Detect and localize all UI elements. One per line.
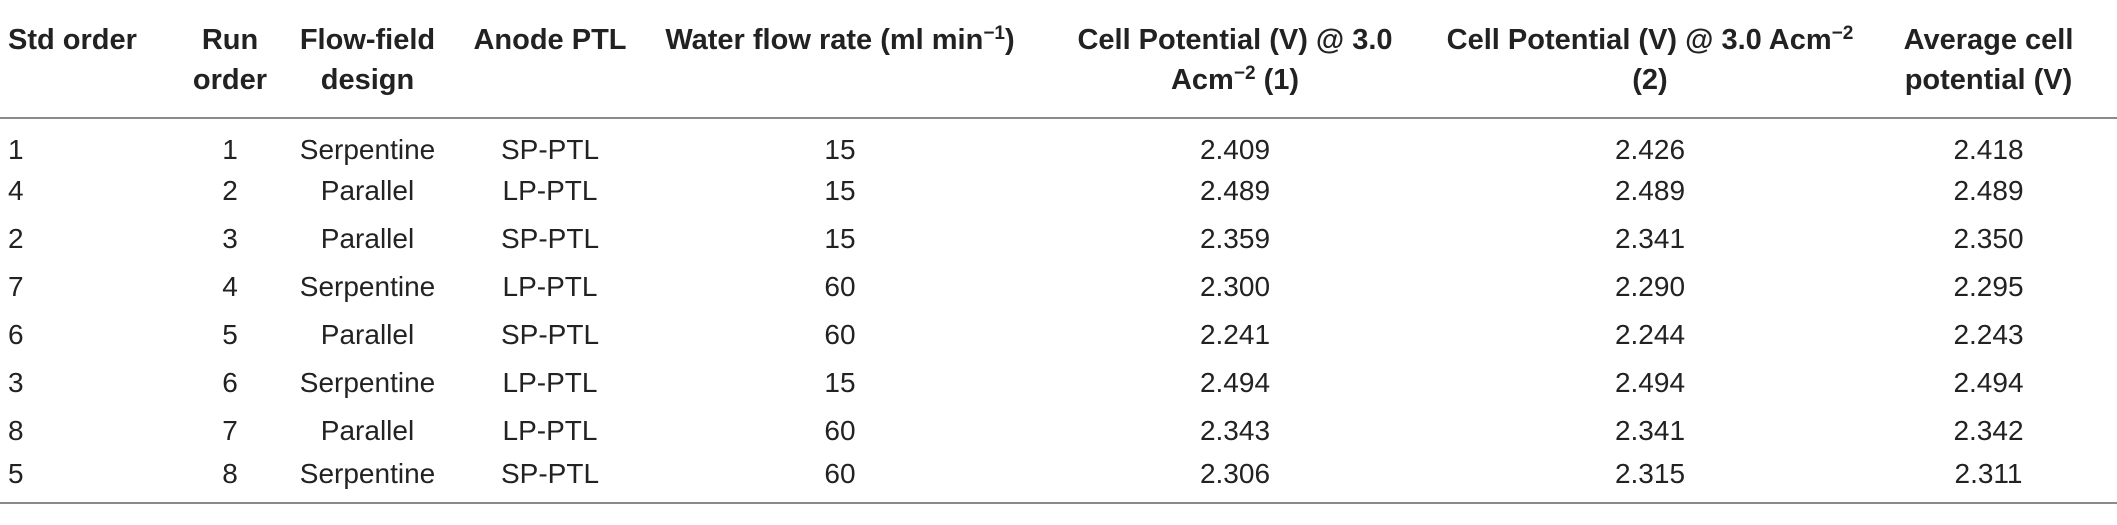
cell-cell-potential-2: 2.341: [1614, 223, 1686, 254]
table-body: 1 1 Serpentine SP-PTL 15 2.409 2.426 2.418 4 2 Par…: [0, 118, 2117, 504]
header-flow-field-design: Flow-field design: [285, 0, 450, 119]
cell-run-order: 2: [222, 175, 238, 206]
cell-anode-ptl: SP-PTL: [500, 134, 600, 165]
header-average-cell-potential: Average cell potential (V): [1860, 0, 2117, 119]
cell-average-cell-potential: 2.350: [1953, 223, 2024, 254]
cell-flow-field-design: Serpentine: [299, 134, 436, 165]
cell-water-flow-rate: 60: [824, 319, 856, 350]
results-table-container: Std order Run order Flow-field design An…: [0, 0, 2117, 504]
cell-average-cell-potential: 2.494: [1953, 367, 2024, 398]
cell-flow-field-design: Serpentine: [299, 271, 436, 302]
cell-average-cell-potential: 2.243: [1953, 319, 2024, 350]
cell-cell-potential-2: 2.426: [1614, 134, 1686, 165]
table-row: 1 1 Serpentine SP-PTL 15 2.409 2.426 2.418: [0, 118, 2117, 167]
cell-cell-potential-2: 2.244: [1614, 319, 1686, 350]
experiment-results-table: Std order Run order Flow-field design An…: [0, 0, 2117, 504]
cell-water-flow-rate: 15: [824, 134, 856, 165]
header-cell-potential-1: Cell Potential (V) @ 3.0 Acm−2 (1): [1030, 0, 1440, 119]
cell-std-order: 5: [0, 455, 175, 504]
cell-cell-potential-1: 2.489: [1199, 175, 1271, 206]
cell-run-order: 8: [175, 455, 285, 504]
cell-flow-field-design: Parallel: [320, 319, 415, 350]
cell-average-cell-potential: 2.418: [1953, 134, 2024, 165]
header-anode-ptl: Anode PTL: [450, 0, 650, 119]
cell-run-order: 5: [222, 319, 238, 350]
cell-std-order: 3: [8, 367, 24, 398]
cell-std-order: 6: [8, 319, 24, 350]
cell-std-order: 4: [8, 175, 24, 206]
cell-std-order: 1: [8, 134, 24, 165]
cell-anode-ptl: SP-PTL: [450, 455, 650, 504]
header-std-order: Std order: [0, 0, 175, 119]
cell-std-order: 7: [8, 271, 24, 302]
table-row: 6 5 Parallel SP-PTL 60 2.241 2.244 2.243: [0, 311, 2117, 359]
cell-anode-ptl: SP-PTL: [500, 319, 600, 350]
cell-std-order: 2: [8, 223, 24, 254]
cell-cell-potential-2: 2.290: [1614, 271, 1686, 302]
cell-water-flow-rate: 15: [824, 175, 856, 206]
cell-cell-potential-1: 2.494: [1199, 367, 1271, 398]
cell-average-cell-potential: 2.311: [1860, 455, 2117, 504]
header-run-order: Run order: [175, 0, 285, 119]
cell-run-order: 4: [222, 271, 238, 302]
table-row: 4 2 Parallel LP-PTL 15 2.489 2.489 2.489: [0, 167, 2117, 215]
cell-cell-potential-2: 2.494: [1614, 367, 1686, 398]
cell-flow-field-design: Parallel: [320, 175, 415, 206]
cell-flow-field-design: Serpentine: [299, 367, 436, 398]
cell-run-order: 1: [222, 134, 238, 165]
cell-cell-potential-2: 2.315: [1440, 455, 1860, 504]
cell-anode-ptl: LP-PTL: [502, 175, 598, 206]
cell-average-cell-potential: 2.295: [1953, 271, 2024, 302]
cell-anode-ptl: LP-PTL: [502, 415, 598, 446]
cell-cell-potential-1: 2.343: [1199, 415, 1271, 446]
header-water-flow-rate: Water flow rate (ml min−1): [650, 0, 1030, 119]
cell-anode-ptl: LP-PTL: [502, 271, 598, 302]
cell-std-order: 8: [8, 415, 24, 446]
cell-run-order: 6: [222, 367, 238, 398]
header-cell-potential-2: Cell Potential (V) @ 3.0 Acm−2 (2): [1440, 0, 1860, 119]
table-row: 5 8 Serpentine SP-PTL 60 2.306 2.315 2.311: [0, 455, 2117, 504]
cell-cell-potential-2: 2.341: [1614, 415, 1686, 446]
cell-cell-potential-1: 2.300: [1199, 271, 1271, 302]
cell-water-flow-rate: 60: [824, 415, 856, 446]
cell-water-flow-rate: 15: [824, 223, 856, 254]
cell-water-flow-rate: 15: [824, 367, 856, 398]
cell-average-cell-potential: 2.489: [1953, 175, 2024, 206]
cell-flow-field-design: Parallel: [320, 223, 415, 254]
cell-anode-ptl: SP-PTL: [500, 223, 600, 254]
cell-cell-potential-1: 2.359: [1199, 223, 1271, 254]
cell-cell-potential-1: 2.241: [1199, 319, 1271, 350]
cell-flow-field-design: Parallel: [320, 415, 415, 446]
table-row: 8 7 Parallel LP-PTL 60 2.343 2.341 2.342: [0, 407, 2117, 455]
cell-run-order: 7: [222, 415, 238, 446]
cell-anode-ptl: LP-PTL: [502, 367, 598, 398]
table-row: 7 4 Serpentine LP-PTL 60 2.300 2.290 2.295: [0, 263, 2117, 311]
table-row: 2 3 Parallel SP-PTL 15 2.359 2.341 2.350: [0, 215, 2117, 263]
table-row: 3 6 Serpentine LP-PTL 15 2.494 2.494 2.494: [0, 359, 2117, 407]
cell-run-order: 3: [222, 223, 238, 254]
cell-water-flow-rate: 60: [650, 455, 1030, 504]
cell-average-cell-potential: 2.342: [1953, 415, 2024, 446]
cell-cell-potential-1: 2.409: [1199, 134, 1271, 165]
cell-water-flow-rate: 60: [824, 271, 856, 302]
cell-cell-potential-2: 2.489: [1614, 175, 1686, 206]
cell-flow-field-design: Serpentine: [285, 455, 450, 504]
table-header-row: Std order Run order Flow-field design An…: [0, 0, 2117, 119]
cell-cell-potential-1: 2.306: [1030, 455, 1440, 504]
